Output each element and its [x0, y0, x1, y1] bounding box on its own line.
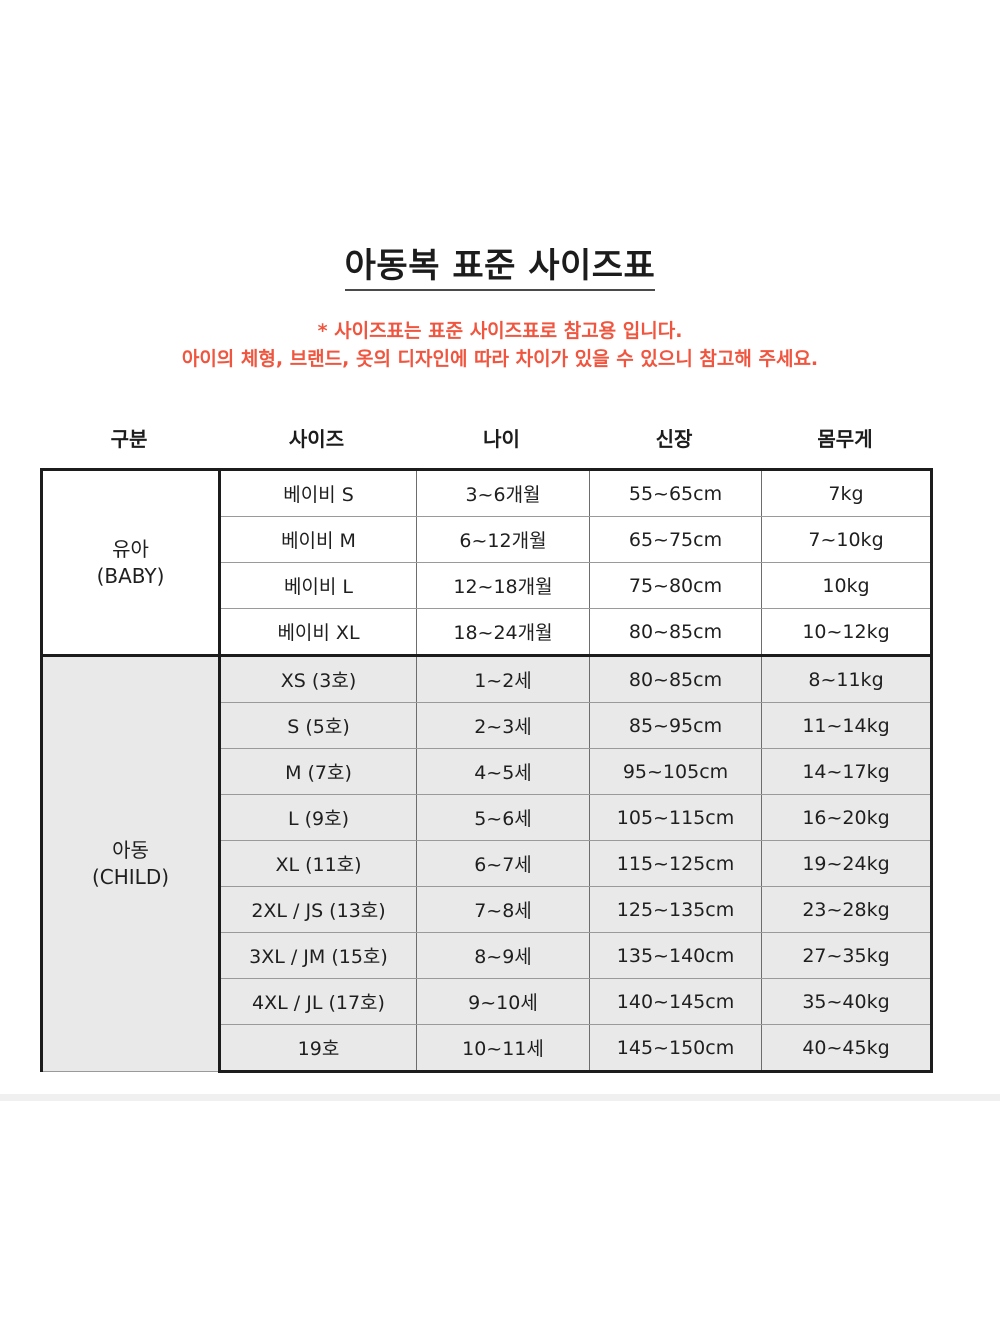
- weight-cell: 19~24kg: [761, 840, 933, 887]
- table-row: 유아 (BABY) 베이비 S 3~6개월 55~65cm 7kg: [40, 468, 933, 656]
- height-cell: 80~85cm: [589, 654, 762, 703]
- age-cell: 8~9세: [416, 932, 590, 979]
- size-cell: 베이비 XL: [218, 608, 417, 656]
- size-cell: 베이비 L: [218, 562, 417, 609]
- age-cell: 2~3세: [416, 702, 590, 749]
- column-header-category: 구분: [110, 427, 148, 451]
- weight-cell: 10~12kg: [761, 608, 933, 656]
- age-cell: 10~11세: [416, 1024, 590, 1073]
- bottom-separator-band: [0, 1094, 1000, 1101]
- height-cell: 105~115cm: [589, 794, 762, 841]
- page-title: 아동복 표준 사이즈표: [344, 247, 656, 292]
- notice-line-2: 아이의 체형, 브랜드, 옷의 디자인에 따라 차이가 있을 수 있으니 참고해…: [181, 347, 819, 370]
- height-cell: 55~65cm: [589, 468, 762, 517]
- weight-cell: 35~40kg: [761, 978, 933, 1025]
- height-cell: 140~145cm: [589, 978, 762, 1025]
- table-row: 베이비 XL 18~24개월 80~85cm 10~12kg: [42, 608, 933, 656]
- table-row: XL (11호) 6~7세 115~125cm 19~24kg: [42, 840, 933, 887]
- weight-cell: 23~28kg: [761, 886, 933, 933]
- height-cell: 75~80cm: [589, 562, 762, 609]
- table-row: 3XL / JM (15호) 8~9세 135~140cm 27~35kg: [42, 932, 933, 979]
- weight-cell: 8~11kg: [761, 654, 933, 703]
- page-title-container: 아동복 표준 사이즈표: [0, 247, 1000, 292]
- column-header-age: 나이: [483, 427, 520, 451]
- height-cell: 135~140cm: [589, 932, 762, 979]
- weight-cell: 16~20kg: [761, 794, 933, 841]
- column-header-weight: 몸무게: [817, 427, 873, 451]
- size-cell: 4XL / JL (17호): [218, 978, 417, 1025]
- size-cell: 19호: [218, 1024, 417, 1073]
- size-cell: XL (11호): [218, 840, 417, 887]
- size-chart-table: 유아 (BABY) 베이비 S 3~6개월 55~65cm 7kg 베이비 M 6~12개월 6…: [40, 468, 933, 1073]
- column-header-row: 구분 사이즈 나이 신장 몸무게: [40, 424, 930, 458]
- column-header-height: 신장: [655, 427, 693, 451]
- table-row: 아동 (CHILD) XS (3호) 1~2세 80~85cm 8~11kg: [40, 654, 933, 1072]
- category-label-kr: 아동: [112, 838, 149, 862]
- category-cell: 유아 (BABY): [40, 468, 221, 656]
- table-row: 4XL / JL (17호) 9~10세 140~145cm 35~40kg: [42, 978, 933, 1025]
- weight-cell: 7~10kg: [761, 516, 933, 563]
- height-cell: 80~85cm: [589, 608, 762, 656]
- age-cell: 9~10세: [416, 978, 590, 1025]
- category-label-en: (BABY): [96, 563, 165, 588]
- size-cell: 2XL / JS (13호): [218, 886, 417, 933]
- age-cell: 3~6개월: [416, 468, 590, 517]
- age-cell: 12~18개월: [416, 562, 590, 609]
- size-cell: 베이비 S: [219, 468, 417, 517]
- age-cell: 6~7세: [416, 840, 590, 887]
- size-chart-body: 유아 (BABY) 베이비 S 3~6개월 55~65cm 7kg 베이비 M 6~12개월 6…: [40, 468, 933, 1073]
- height-cell: 85~95cm: [589, 702, 762, 749]
- table-row: 베이비 L 12~18개월 75~80cm 10kg: [42, 562, 933, 609]
- column-header-size: 사이즈: [288, 427, 345, 451]
- height-cell: 95~105cm: [589, 748, 762, 795]
- size-cell: S (5호): [218, 702, 417, 749]
- notice-line-1: * 사이즈표는 표준 사이즈표로 참고용 입니다.: [317, 320, 683, 342]
- size-cell: M (7호): [218, 748, 417, 795]
- category-label-kr: 유아: [112, 536, 149, 561]
- height-cell: 115~125cm: [589, 840, 762, 887]
- table-row: M (7호) 4~5세 95~105cm 14~17kg: [42, 748, 933, 795]
- age-cell: 18~24개월: [416, 608, 590, 656]
- height-cell: 125~135cm: [589, 886, 762, 933]
- age-cell: 1~2세: [416, 654, 590, 703]
- table-row: 19호 10~11세 145~150cm 40~45kg: [42, 1024, 933, 1073]
- weight-cell: 27~35kg: [761, 932, 933, 979]
- weight-cell: 40~45kg: [761, 1024, 933, 1073]
- height-cell: 145~150cm: [589, 1024, 762, 1073]
- notice-block: * 사이즈표는 표준 사이즈표로 참고용 입니다. 아이의 체형, 브랜드, 옷…: [0, 318, 1000, 373]
- weight-cell: 11~14kg: [761, 702, 933, 749]
- weight-cell: 10kg: [761, 562, 933, 609]
- age-cell: 5~6세: [416, 794, 590, 841]
- age-cell: 7~8세: [416, 886, 590, 933]
- table-row: 베이비 M 6~12개월 65~75cm 7~10kg: [42, 516, 933, 563]
- height-cell: 65~75cm: [589, 516, 762, 563]
- category-cell: 아동 (CHILD): [40, 654, 221, 1072]
- weight-cell: 14~17kg: [761, 748, 933, 795]
- table-row: 2XL / JS (13호) 7~8세 125~135cm 23~28kg: [42, 886, 933, 933]
- age-cell: 4~5세: [416, 748, 590, 795]
- age-cell: 6~12개월: [416, 516, 590, 563]
- size-cell: 3XL / JM (15호): [218, 932, 417, 979]
- size-cell: L (9호): [218, 794, 417, 841]
- category-label-en: (CHILD): [91, 865, 170, 889]
- table-row: L (9호) 5~6세 105~115cm 16~20kg: [42, 794, 933, 841]
- weight-cell: 7kg: [761, 468, 933, 517]
- size-cell: 베이비 M: [218, 516, 417, 563]
- table-row: S (5호) 2~3세 85~95cm 11~14kg: [42, 702, 933, 749]
- size-cell: XS (3호): [219, 654, 417, 703]
